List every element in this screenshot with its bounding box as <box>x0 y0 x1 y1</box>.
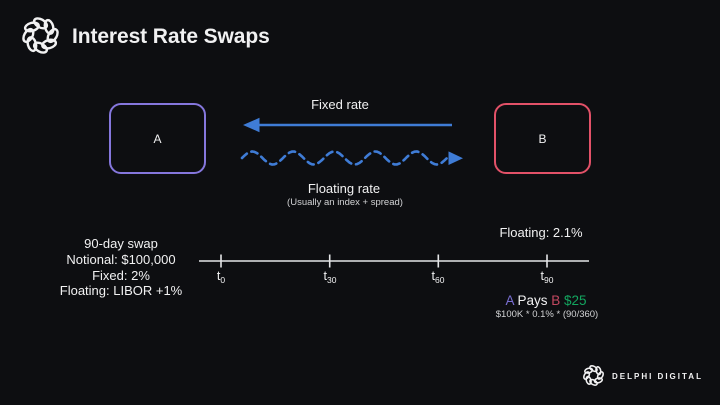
tick-subscript: 60 <box>435 275 445 285</box>
tick-subscript: 90 <box>544 275 554 285</box>
swap-term-line: Notional: $100,000 <box>66 251 176 267</box>
settlement-payee: B <box>551 293 561 308</box>
tick-label-t0: t0 <box>216 269 226 285</box>
brand-footer: DELPHI DIGITAL <box>583 365 703 386</box>
fixed-rate-arrow <box>243 117 452 133</box>
party-b-box: B <box>494 103 591 174</box>
tick-base: t <box>540 269 545 283</box>
tick-subscript: 0 <box>220 275 226 285</box>
settlement-formula: $100K * 0.1% * (90/360) <box>495 309 599 320</box>
floating-fixing-note: Floating: 2.1% <box>499 225 583 240</box>
settlement-payer: A <box>505 293 514 308</box>
slide-title: Interest Rate Swaps <box>72 25 270 48</box>
tick-subscript: 30 <box>327 275 337 285</box>
floating-rate-arrow <box>240 150 463 166</box>
party-b-label: B <box>538 131 547 146</box>
delphi-knot-logo-icon <box>22 17 59 54</box>
brand-wordmark: DELPHI DIGITAL <box>612 372 703 381</box>
swap-terms: 90-day swap Notional: $100,000 Fixed: 2%… <box>60 236 182 299</box>
tick-base: t <box>216 269 221 283</box>
settlement-verb: Pays <box>517 293 548 308</box>
floating-rate-label: Floating rate <box>307 181 381 196</box>
timeline-axis <box>199 254 589 268</box>
swap-term-line: 90-day swap <box>84 236 158 251</box>
tick-label-t90: t90 <box>540 269 554 285</box>
settlement-amount: $25 <box>564 293 587 308</box>
settlement-line: A Pays B $25 <box>505 294 586 308</box>
swap-term-line: Floating: LIBOR +1% <box>59 283 183 299</box>
tick-label-t30: t30 <box>323 269 337 285</box>
tick-base: t <box>431 269 436 283</box>
floating-rate-sublabel: (Usually an index + spread) <box>287 197 403 208</box>
party-a-box: A <box>109 103 206 174</box>
fixed-rate-label: Fixed rate <box>311 97 369 112</box>
tick-base: t <box>323 269 328 283</box>
delphi-knot-footer-icon <box>583 365 604 386</box>
party-a-label: A <box>153 131 162 146</box>
swap-term-line: Fixed: 2% <box>92 267 150 283</box>
tick-label-t60: t60 <box>431 269 445 285</box>
